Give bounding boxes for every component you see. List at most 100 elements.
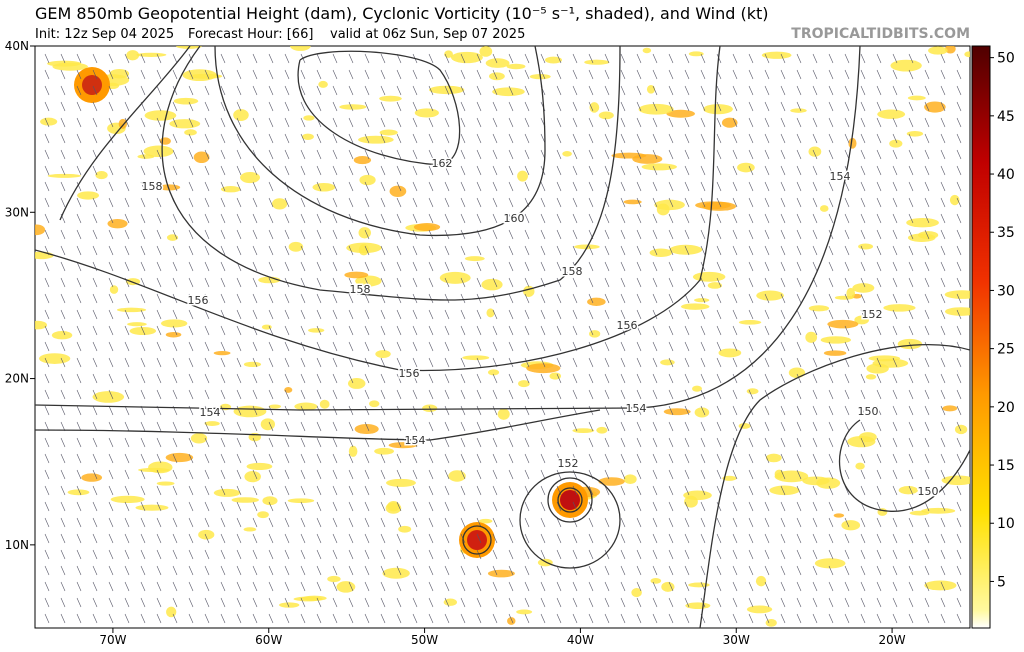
wind-barb: [812, 373, 818, 384]
wind-barb: [828, 581, 834, 592]
wind-barb: [828, 69, 834, 80]
vorticity-blob: [67, 489, 90, 496]
wind-barb: [124, 517, 130, 528]
vorticity-blob: [544, 56, 563, 64]
wind-barb: [636, 213, 642, 224]
wind-barb: [220, 293, 226, 304]
wind-barb: [108, 469, 114, 480]
wind-barb: [716, 373, 722, 384]
wind-barb: [268, 325, 274, 336]
wind-barb: [892, 133, 898, 144]
wind-barb: [908, 405, 914, 416]
wind-barb: [444, 421, 450, 432]
wind-barb: [684, 197, 690, 208]
wind-barb: [716, 261, 722, 272]
wind-barb: [236, 213, 242, 224]
wind-barb: [252, 69, 258, 80]
wind-barb: [316, 453, 322, 464]
vorticity-blob: [852, 283, 875, 293]
wind-barb: [636, 565, 642, 576]
wind-barb: [492, 133, 498, 144]
vorticity-blob: [312, 182, 336, 192]
wind-barb: [156, 165, 162, 176]
wind-barb: [444, 117, 450, 128]
wind-barb: [508, 357, 514, 368]
wind-barb: [492, 341, 498, 352]
wind-barb: [860, 549, 866, 560]
vorticity-blob: [353, 156, 372, 165]
wind-barb: [380, 277, 386, 288]
wind-barb: [92, 453, 98, 464]
wind-barb: [252, 533, 258, 544]
wind-barb: [268, 517, 274, 528]
wind-barb: [236, 197, 242, 208]
wind-barb: [524, 549, 530, 560]
wind-barb: [428, 405, 434, 416]
wind-barb: [332, 565, 338, 576]
vorticity-blob: [444, 50, 453, 58]
wind-barb: [732, 69, 738, 80]
vorticity-blob: [443, 598, 457, 606]
wind-barb: [476, 101, 482, 112]
wind-barb: [364, 453, 370, 464]
wind-barb: [780, 581, 786, 592]
wind-barb: [380, 197, 386, 208]
wind-barb: [876, 421, 882, 432]
wind-barb: [444, 85, 450, 96]
wind-barb: [156, 101, 162, 112]
wind-barb: [908, 469, 914, 480]
wind-barb: [396, 101, 402, 112]
wind-barb: [92, 549, 98, 560]
wind-barb: [300, 325, 306, 336]
wind-barb: [828, 53, 834, 64]
wind-barb: [316, 101, 322, 112]
wind-barb: [668, 549, 674, 560]
vorticity-blob: [116, 307, 147, 313]
wind-barb: [572, 389, 578, 400]
wind-barb: [156, 597, 162, 608]
wind-barb: [924, 309, 930, 320]
wind-barb: [364, 341, 370, 352]
wind-barb: [780, 357, 786, 368]
wind-barb: [140, 517, 146, 528]
wind-barb: [428, 533, 434, 544]
wind-barb: [172, 613, 178, 624]
wind-barb: [316, 325, 322, 336]
wind-barb: [476, 277, 482, 288]
wind-barb: [908, 309, 914, 320]
vorticity-blob: [641, 163, 677, 171]
wind-barb: [252, 565, 258, 576]
wind-barb: [348, 197, 354, 208]
wind-barb: [700, 277, 706, 288]
wind-barb: [908, 245, 914, 256]
wind-barb: [348, 181, 354, 192]
wind-barb: [92, 277, 98, 288]
vorticity-blob: [889, 139, 903, 148]
wind-barb: [60, 549, 66, 560]
vorticity-blob: [126, 50, 140, 61]
wind-barb: [684, 149, 690, 160]
wind-barb: [364, 261, 370, 272]
wind-barb: [204, 101, 210, 112]
wind-barb: [524, 469, 530, 480]
vorticity-blob: [369, 400, 380, 408]
wind-barb: [748, 325, 754, 336]
wind-barb: [172, 117, 178, 128]
wind-barb: [204, 69, 210, 80]
wind-barb: [92, 469, 98, 480]
wind-barb: [828, 277, 834, 288]
wind-barb: [156, 437, 162, 448]
wind-barb: [940, 565, 946, 576]
wind-barb: [220, 389, 226, 400]
wind-barb: [428, 373, 434, 384]
wind-barb: [188, 581, 194, 592]
wind-barb: [300, 373, 306, 384]
wind-barb: [492, 165, 498, 176]
wind-barb: [540, 325, 546, 336]
wind-barb: [460, 437, 466, 448]
wind-barb: [316, 485, 322, 496]
wind-barb: [76, 117, 82, 128]
wind-barb: [508, 373, 514, 384]
wind-barb: [796, 373, 802, 384]
wind-barb: [924, 53, 930, 64]
